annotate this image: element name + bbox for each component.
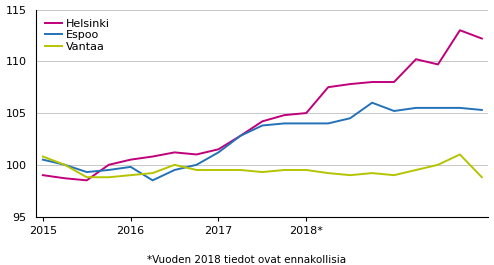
- Helsinki: [479, 37, 485, 40]
- Helsinki: [238, 134, 244, 138]
- Espoo: [457, 106, 463, 109]
- Helsinki: [259, 120, 265, 123]
- Espoo: [259, 124, 265, 127]
- Helsinki: [84, 179, 90, 182]
- Line: Vantaa: Vantaa: [43, 154, 482, 177]
- Helsinki: [391, 80, 397, 83]
- Vantaa: [435, 163, 441, 166]
- Vantaa: [171, 163, 177, 166]
- Vantaa: [325, 171, 331, 175]
- Legend: Helsinki, Espoo, Vantaa: Helsinki, Espoo, Vantaa: [42, 15, 114, 55]
- Vantaa: [347, 174, 353, 177]
- Espoo: [84, 170, 90, 174]
- Vantaa: [369, 171, 375, 175]
- Helsinki: [303, 112, 309, 115]
- Vantaa: [40, 155, 46, 158]
- Espoo: [435, 106, 441, 109]
- Espoo: [194, 163, 200, 166]
- Espoo: [369, 101, 375, 104]
- Vantaa: [391, 174, 397, 177]
- Espoo: [413, 106, 419, 109]
- Line: Espoo: Espoo: [43, 103, 482, 180]
- Vantaa: [194, 168, 200, 171]
- Helsinki: [106, 163, 112, 166]
- Helsinki: [457, 29, 463, 32]
- Helsinki: [127, 158, 133, 161]
- Espoo: [325, 122, 331, 125]
- Espoo: [171, 168, 177, 171]
- Helsinki: [150, 155, 156, 158]
- Vantaa: [303, 168, 309, 171]
- Helsinki: [282, 113, 288, 117]
- Espoo: [40, 158, 46, 161]
- Espoo: [479, 108, 485, 112]
- Helsinki: [369, 80, 375, 83]
- Vantaa: [84, 176, 90, 179]
- Vantaa: [62, 163, 68, 166]
- Vantaa: [457, 153, 463, 156]
- Vantaa: [413, 168, 419, 171]
- Espoo: [150, 179, 156, 182]
- Helsinki: [435, 63, 441, 66]
- Line: Helsinki: Helsinki: [43, 30, 482, 180]
- Espoo: [347, 117, 353, 120]
- Helsinki: [40, 174, 46, 177]
- Espoo: [282, 122, 288, 125]
- Espoo: [303, 122, 309, 125]
- Helsinki: [171, 151, 177, 154]
- Vantaa: [106, 176, 112, 179]
- Espoo: [127, 165, 133, 169]
- Vantaa: [215, 168, 221, 171]
- Helsinki: [325, 86, 331, 89]
- Helsinki: [194, 153, 200, 156]
- Helsinki: [62, 177, 68, 180]
- Helsinki: [413, 58, 419, 61]
- Espoo: [215, 151, 221, 154]
- Vantaa: [127, 174, 133, 177]
- Espoo: [62, 163, 68, 166]
- Vantaa: [282, 168, 288, 171]
- Vantaa: [259, 170, 265, 174]
- Text: *Vuoden 2018 tiedot ovat ennakollisia: *Vuoden 2018 tiedot ovat ennakollisia: [147, 255, 347, 265]
- Vantaa: [479, 176, 485, 179]
- Espoo: [238, 134, 244, 138]
- Vantaa: [150, 171, 156, 175]
- Helsinki: [347, 82, 353, 86]
- Espoo: [106, 168, 112, 171]
- Helsinki: [215, 148, 221, 151]
- Espoo: [391, 109, 397, 113]
- Vantaa: [238, 168, 244, 171]
